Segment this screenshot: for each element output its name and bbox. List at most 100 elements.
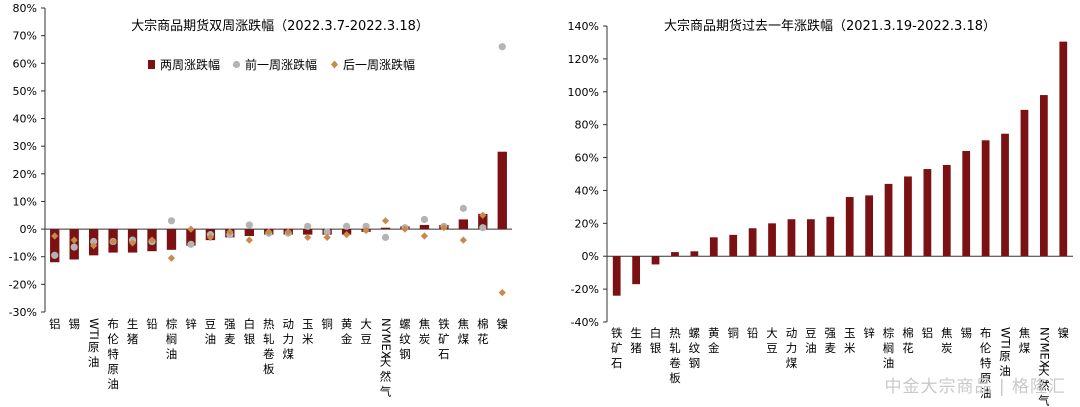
chart2-y-tick-label: 100% (568, 86, 599, 99)
chart1-x-label-text: 豆 (205, 317, 217, 331)
chart2-bar (962, 150, 971, 257)
chart2-y-tick-label: 120% (568, 53, 599, 66)
chart1-diamond (459, 236, 467, 244)
chart2-x-label-text: 原 (980, 371, 992, 385)
chart1-dot (381, 233, 390, 241)
chart2-y-tick-label: -40% (571, 316, 599, 329)
chart2-x-label: 焦煤 (1019, 326, 1031, 355)
chart1-bar (478, 213, 488, 230)
chart1-legend: 两周涨跌幅 前一周涨跌幅 后一周涨跌幅 (148, 57, 415, 72)
chart1-diamond (187, 225, 195, 233)
chart2-bar (806, 219, 815, 257)
chart2-x-label-text: 卷 (669, 356, 681, 370)
legend-label: 前一周涨跌幅 (245, 57, 317, 72)
chart1-x-label: 豆油 (205, 317, 217, 346)
chart1-x-label-text: WTI (87, 318, 101, 340)
chart2-x-label-text: 豆 (805, 326, 817, 340)
chart2-x-label: 大豆 (766, 326, 778, 355)
chart1-x-label-text: 热 (263, 317, 275, 331)
chart2-bar (709, 237, 718, 257)
chart1-x-label: 生猪 (127, 317, 139, 346)
chart1-diamond (226, 228, 234, 236)
chart2-y-tick-label: 0% (582, 250, 599, 263)
chart2-x-label-text: 矿 (611, 341, 623, 355)
chart1-x-label-text: 榈 (166, 332, 178, 346)
chart1-diamond (498, 289, 506, 297)
chart2-x-label-text: 玉 (844, 326, 856, 340)
chart1-diamond (167, 254, 176, 262)
chart2-x-label-text: 焦 (1019, 326, 1031, 340)
chart1-diamond (362, 226, 370, 235)
chart1-x-labels: 铝锡 WTI原油布伦特原油生猪铅 棕榈油锌 豆油强麦白银热轧卷板动力煤玉米铜 黄金大豆 N… (49, 317, 508, 399)
chart1-diamond (128, 239, 137, 247)
chart1-dot (51, 251, 59, 259)
chart1-dot (187, 240, 195, 248)
chart1-diamond (70, 236, 78, 244)
chart2-x-label-text: 板 (669, 371, 681, 385)
chart1-x-label-text: 原 (107, 362, 119, 376)
chart1-x-label: 白银 (244, 317, 256, 346)
chart1-x-label-text: 白 (244, 317, 256, 331)
chart1-dot (420, 215, 429, 224)
chart1-x-label-text: 铜 (321, 317, 333, 331)
watermark: 中金大宗商品 | 格隆汇 (884, 377, 1066, 397)
chart2-y-tick-label: -20% (571, 283, 599, 296)
chart2-x-label-text: NYMEX (1037, 327, 1051, 368)
chart2-x-label: 生猪 (630, 326, 642, 355)
chart1-bar (497, 151, 507, 230)
chart1-x-label-text: 油 (166, 347, 178, 361)
chart2-x-label: 铜 (727, 326, 739, 340)
chart1-x-label-text: 棉 (477, 317, 489, 331)
chart1-x-label-text: 煤 (282, 347, 294, 361)
chart2-bar (612, 256, 621, 296)
chart1-x-label-text: 镍 (497, 317, 509, 331)
chart2-y-tick-label: 140% (568, 20, 599, 33)
chart2-x-label: 棕榈油 (883, 326, 895, 370)
chart1-x-label-text: 原 (88, 340, 100, 354)
chart2-x-label: 白银 (650, 326, 662, 355)
chart2-x-label-text: 米 (844, 341, 856, 355)
chart2-x-label-text: 金 (708, 341, 720, 355)
chart1-x-label-text: 然 (380, 369, 392, 383)
chart2-bar (904, 176, 912, 257)
chart2-x-label-text: 特 (980, 356, 992, 370)
chart1-x-label: 镍 (497, 317, 509, 331)
chart1-x-label-text: 卷 (263, 347, 275, 361)
chart2-bar (748, 228, 757, 257)
chart1-x-label-text: 矿 (438, 332, 450, 346)
chart2-y-tick-label: 80% (575, 119, 599, 132)
chart1-x-label-text: 特 (107, 347, 119, 361)
chart1-x-label-text: 麦 (224, 332, 236, 346)
chart2-x-label: 镍 (1058, 326, 1070, 340)
chart1-dot (167, 217, 176, 225)
chart1-diamond (304, 233, 312, 241)
chart2-x-label-text: 油 (980, 386, 992, 400)
chart1-diamond (323, 233, 331, 241)
chart1-y-tick-label: -20% (9, 278, 37, 291)
chart1-bar (419, 224, 430, 230)
chart1-y-tick-label: 60% (13, 57, 37, 70)
chart1-x-label-text: 锡 (68, 317, 80, 331)
chart2-x-label-text: 铅 (747, 326, 759, 340)
chart1-y-tick-label: 30% (13, 140, 37, 153)
chart1-x-label: 动力煤 (282, 317, 294, 361)
chart2-x-label: 黄金 (708, 326, 720, 355)
chart1-x-label-text: 生 (127, 317, 139, 331)
chart1-x-label: 大豆 (360, 317, 372, 346)
biweekly-change-chart: 大宗商品期货双周涨跌幅（2022.3.7-2022.3.18） 两周涨跌幅 前一周… (9, 2, 512, 398)
chart2-x-label: 豆油 (805, 326, 817, 355)
chart2-y-tick-label: 20% (575, 217, 599, 230)
chart1-x-label-text: 钢 (399, 347, 411, 361)
chart1-x-label: 焦炭 (419, 317, 431, 346)
chart1-x-label-text: 纹 (399, 332, 411, 346)
chart1-x-label-text: 螺 (399, 317, 411, 331)
chart2-x-label: 螺纹钢 (689, 326, 701, 370)
chart2-x-label-text: 铜 (727, 326, 739, 340)
chart2-y-tick-label: 40% (575, 184, 599, 197)
chart2-x-label: 动力煤 (786, 326, 798, 370)
chart1-x-label: 锡 (68, 317, 80, 331)
chart1-x-label-text: 天 (380, 354, 392, 368)
